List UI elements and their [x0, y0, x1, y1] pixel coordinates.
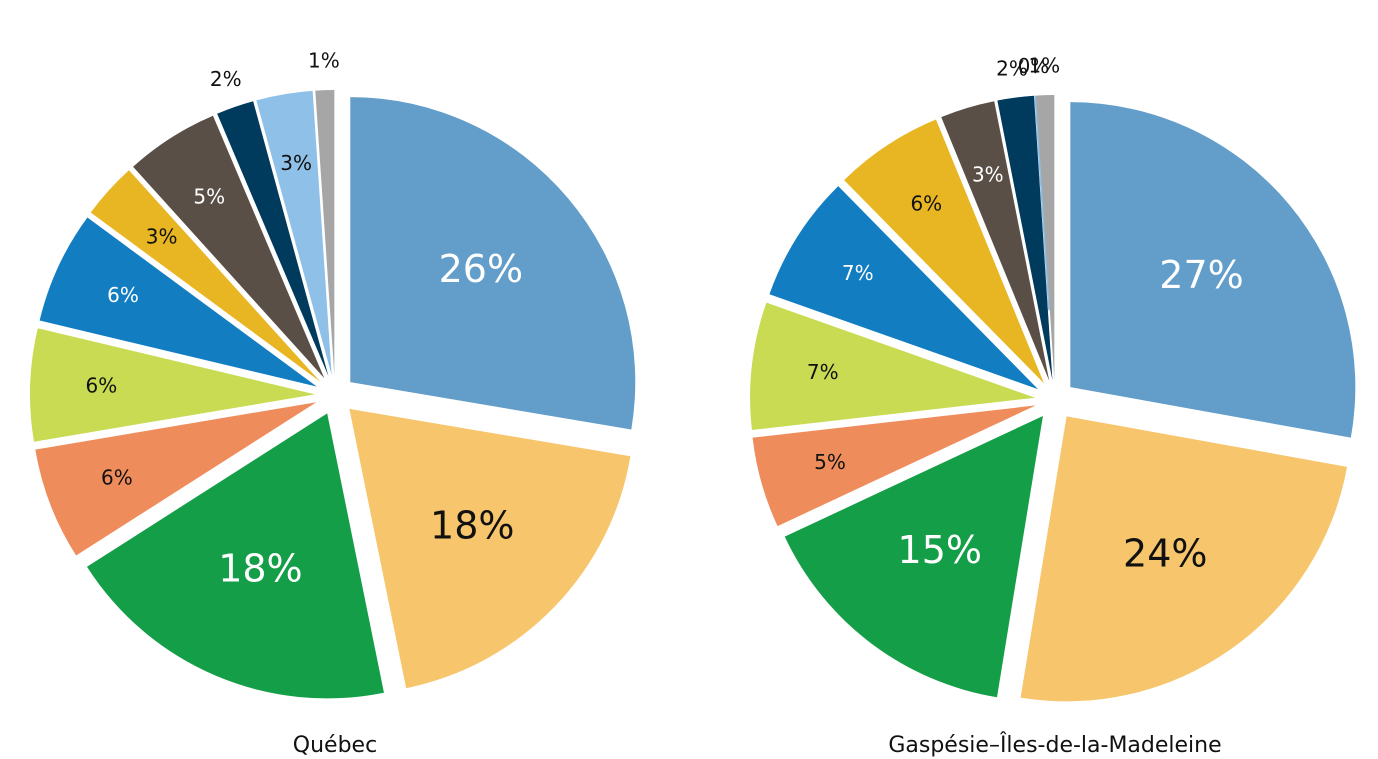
- slice: [315, 90, 335, 376]
- data-label: 27%: [1159, 253, 1243, 297]
- data-label: 2%: [996, 56, 1028, 80]
- chart-title: Québec: [293, 733, 377, 758]
- data-label: 0%: [1018, 54, 1050, 78]
- slice: [750, 302, 1036, 430]
- slice: [997, 95, 1053, 381]
- data-label: 1%: [1028, 54, 1060, 78]
- slice: [1034, 95, 1051, 311]
- data-label: 18%: [430, 503, 514, 547]
- slice: [349, 408, 631, 689]
- slice: [1035, 95, 1055, 381]
- slice: [86, 413, 384, 699]
- data-label: 24%: [1123, 531, 1207, 575]
- data-label: 3%: [280, 151, 312, 175]
- slice: [784, 415, 1043, 698]
- slice: [133, 115, 325, 379]
- data-label: 7%: [842, 261, 874, 285]
- data-label: 3%: [972, 163, 1004, 187]
- data-label: 6%: [101, 466, 133, 490]
- slice: [35, 402, 317, 556]
- data-label: 5%: [193, 184, 225, 208]
- slice: [941, 101, 1050, 381]
- data-label: 15%: [898, 528, 982, 572]
- slice: [217, 101, 329, 377]
- slice: [350, 97, 636, 430]
- data-label: 1%: [308, 49, 340, 73]
- slice: [1070, 102, 1356, 438]
- slice: [256, 90, 332, 376]
- data-label: 6%: [107, 283, 139, 307]
- data-label: 5%: [814, 450, 846, 474]
- slice: [1020, 416, 1348, 702]
- slice: [752, 405, 1036, 527]
- data-label: 6%: [910, 191, 942, 215]
- data-label: 7%: [807, 360, 839, 384]
- slice: [90, 170, 321, 382]
- slice: [844, 119, 1044, 384]
- slice: [769, 186, 1039, 390]
- data-label: 26%: [439, 247, 523, 291]
- data-label: 18%: [218, 546, 302, 590]
- chart-title: Gaspésie–Îles-de-la-Madeleine: [888, 732, 1221, 758]
- data-label: 2%: [210, 67, 242, 91]
- data-label: 3%: [146, 225, 178, 249]
- data-label: 6%: [86, 374, 118, 398]
- slice: [30, 328, 316, 442]
- slice: [39, 217, 317, 387]
